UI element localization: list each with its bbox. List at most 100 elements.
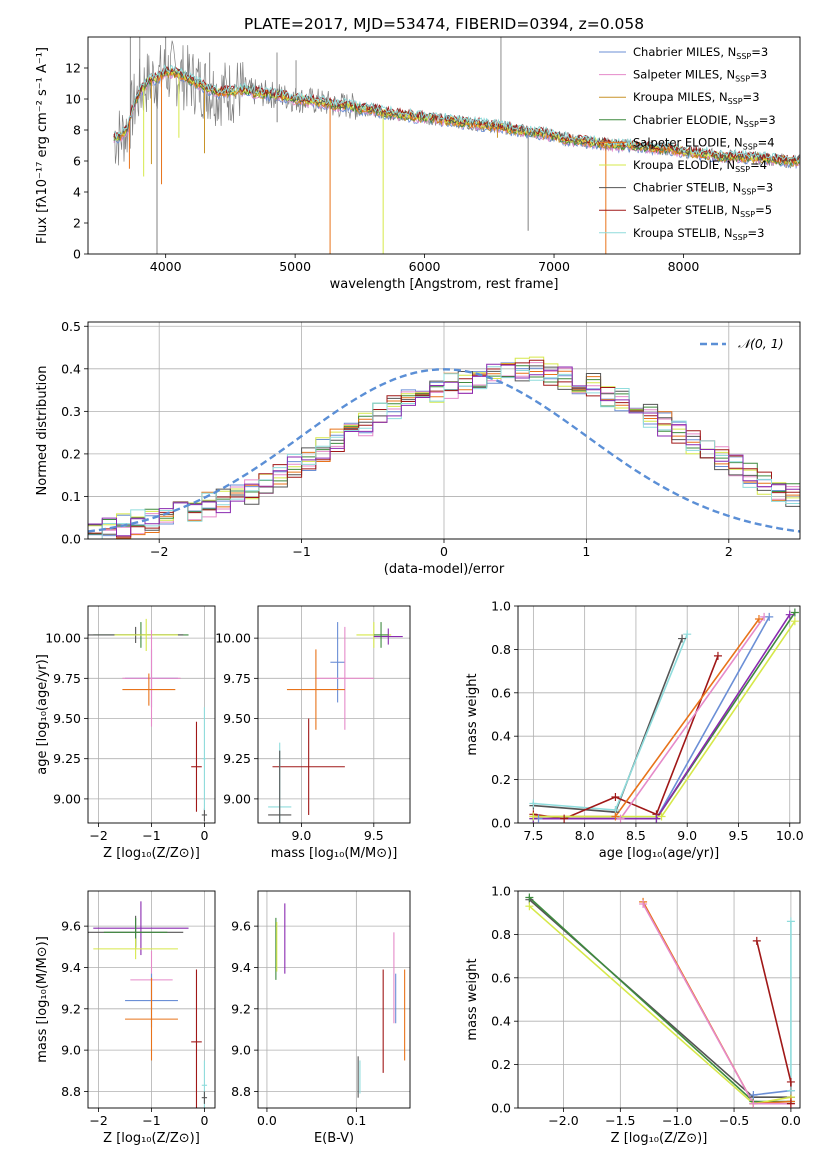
y-tick-label: 10 bbox=[65, 92, 81, 107]
series-line bbox=[753, 1089, 791, 1096]
y-axis-label: mass [log₁₀(M/M⊙)] bbox=[35, 936, 50, 1063]
legend-n: 3 bbox=[757, 226, 764, 240]
y-tick-label: 9.4 bbox=[231, 960, 251, 975]
y-tick-label: 8.8 bbox=[61, 1084, 81, 1099]
panel-spectrum: 4000 5000 6000 7000 8000 0 2 4 6 8 10 12 wavelength … bbox=[35, 36, 801, 292]
legend-name: Chabrier STELIB bbox=[633, 181, 725, 195]
series-line bbox=[533, 620, 796, 818]
plot-area bbox=[88, 901, 208, 1108]
legend-sep: , N bbox=[717, 226, 733, 240]
x-tick-label: 1 bbox=[582, 544, 590, 559]
plot-area bbox=[88, 618, 208, 822]
x-tick-label: 9.0 bbox=[677, 828, 697, 843]
x-tick-label: 4000 bbox=[150, 259, 182, 274]
x-tick-label: −1 bbox=[142, 1113, 160, 1128]
legend-sub: SSP bbox=[735, 75, 750, 84]
y-tick-label: 4 bbox=[73, 185, 81, 200]
axes-frame bbox=[257, 605, 411, 824]
data-marker bbox=[611, 812, 620, 821]
data-marker bbox=[786, 1077, 795, 1086]
data-marker bbox=[754, 615, 763, 624]
legend-sub: SSP bbox=[743, 142, 758, 151]
model-kroupa-stelib bbox=[113, 64, 800, 162]
data-marker bbox=[785, 610, 794, 619]
y-tick-label: 2 bbox=[73, 216, 81, 231]
series-line bbox=[533, 612, 796, 820]
x-axis-label: E(B-V) bbox=[314, 1131, 354, 1146]
x-axis-label: Z [log₁₀(Z/Z⊙)] bbox=[103, 846, 200, 861]
legend-name: Salpeter STELIB bbox=[633, 203, 724, 217]
panel-mass_vs_Z: −2 −1 0 8.8 9.0 9.2 9.4 9.6 Z [log₁₀(Z/Z⊙)] mass … bbox=[35, 890, 216, 1146]
y-tick-label: 9.25 bbox=[53, 751, 81, 766]
legend-entry: Salpeter ELODIE, NSSP=4 bbox=[633, 135, 775, 151]
x-tick-label: 7000 bbox=[538, 259, 570, 274]
y-tick-label: 9.4 bbox=[61, 960, 81, 975]
legend-sep: , N bbox=[725, 181, 741, 195]
y-tick-label: 9.2 bbox=[231, 1001, 251, 1016]
legend-name: Salpeter MILES bbox=[633, 68, 719, 82]
legend-sub: SSP bbox=[744, 120, 759, 129]
panel-massweight_vs_Z: −2.0 −1.5 −1.0 −0.5 0.0 0.0 0.2 0.4 0.6 0.8 1.0 Z [… bbox=[465, 884, 801, 1147]
data-marker bbox=[752, 936, 761, 945]
y-tick-label: 8 bbox=[73, 123, 81, 138]
x-tick-label: 10.0 bbox=[776, 828, 804, 843]
legend-sep: , N bbox=[712, 90, 728, 104]
legend-n: 4 bbox=[767, 135, 774, 149]
data-marker bbox=[786, 1086, 795, 1095]
data-marker bbox=[529, 799, 538, 808]
y-tick-label: 9.00 bbox=[53, 791, 81, 806]
x-tick-label: 0 bbox=[200, 1113, 208, 1128]
y-tick-label: 0.4 bbox=[491, 1014, 511, 1029]
legend-entry: Salpeter MILES, NSSP=3 bbox=[633, 68, 767, 84]
legend-sub: SSP bbox=[733, 233, 748, 242]
x-tick-label: −2 bbox=[89, 828, 107, 843]
x-tick-label: −1 bbox=[142, 828, 160, 843]
data-marker bbox=[749, 1090, 758, 1099]
y-tick-label: 9.25 bbox=[223, 751, 251, 766]
plot-area bbox=[528, 896, 792, 1105]
axes-frame bbox=[87, 321, 801, 540]
figure-title: PLATE=2017, MJD=53474, FIBERID=0394, z=0… bbox=[244, 15, 644, 33]
series-line bbox=[528, 896, 791, 1103]
x-axis-label: mass [log₁₀(M/M⊙)] bbox=[271, 846, 398, 861]
y-tick-label: 9.0 bbox=[61, 1043, 81, 1058]
x-axis-label: Z [log₁₀(Z/Z⊙)] bbox=[611, 1131, 708, 1146]
y-tick-label: 0.2 bbox=[491, 1057, 511, 1072]
histogram-step bbox=[88, 366, 800, 539]
plot-area bbox=[113, 37, 800, 254]
data-marker bbox=[683, 630, 692, 639]
legend-n: 3 bbox=[761, 45, 768, 59]
y-tick-label: 9.50 bbox=[223, 711, 251, 726]
x-tick-label: 8000 bbox=[668, 259, 700, 274]
legend-sub: SSP bbox=[735, 165, 750, 174]
y-tick-label: 9.50 bbox=[53, 711, 81, 726]
y-tick-label: 10.00 bbox=[215, 631, 251, 646]
y-tick-label: 0.5 bbox=[61, 319, 81, 334]
legend-eq: = bbox=[748, 226, 758, 240]
legend-entry: 𝒩(0, 1) bbox=[738, 336, 784, 351]
x-tick-label: 9.5 bbox=[729, 828, 749, 843]
x-axis-label: Z [log₁₀(Z/Z⊙)] bbox=[103, 1131, 200, 1146]
legend-sub: SSP bbox=[740, 210, 755, 219]
data-marker bbox=[678, 634, 687, 643]
legend-eq: = bbox=[756, 181, 766, 195]
x-axis-label: wavelength [Angstrom, rest frame] bbox=[330, 277, 559, 292]
x-tick-label: 0.1 bbox=[346, 1113, 366, 1128]
y-tick-label: 0.8 bbox=[491, 927, 511, 942]
legend-name: Kroupa MILES bbox=[633, 90, 712, 104]
legend-n: 3 bbox=[760, 68, 767, 82]
y-tick-label: 0.4 bbox=[491, 729, 511, 744]
data-marker bbox=[611, 792, 620, 801]
legend-eq: = bbox=[743, 90, 753, 104]
legend-sep: , N bbox=[727, 135, 743, 149]
y-axis-label: age [log₁₀(age/yr)] bbox=[35, 654, 50, 775]
legend-sep: , N bbox=[720, 45, 736, 59]
panel-mass_vs_EBV: 0.0 0.1 8.8 9.0 9.2 9.4 9.6 E(B-V) bbox=[231, 890, 411, 1146]
panel-residuals: −2 −1 0 1 2 0.0 0.1 0.2 0.3 0.4 0.5 (data-model)/er… bbox=[35, 319, 801, 577]
data-marker bbox=[713, 651, 722, 660]
legend-n: 4 bbox=[760, 158, 767, 172]
x-tick-label: 9.5 bbox=[364, 828, 384, 843]
x-tick-label: 7.5 bbox=[523, 828, 543, 843]
